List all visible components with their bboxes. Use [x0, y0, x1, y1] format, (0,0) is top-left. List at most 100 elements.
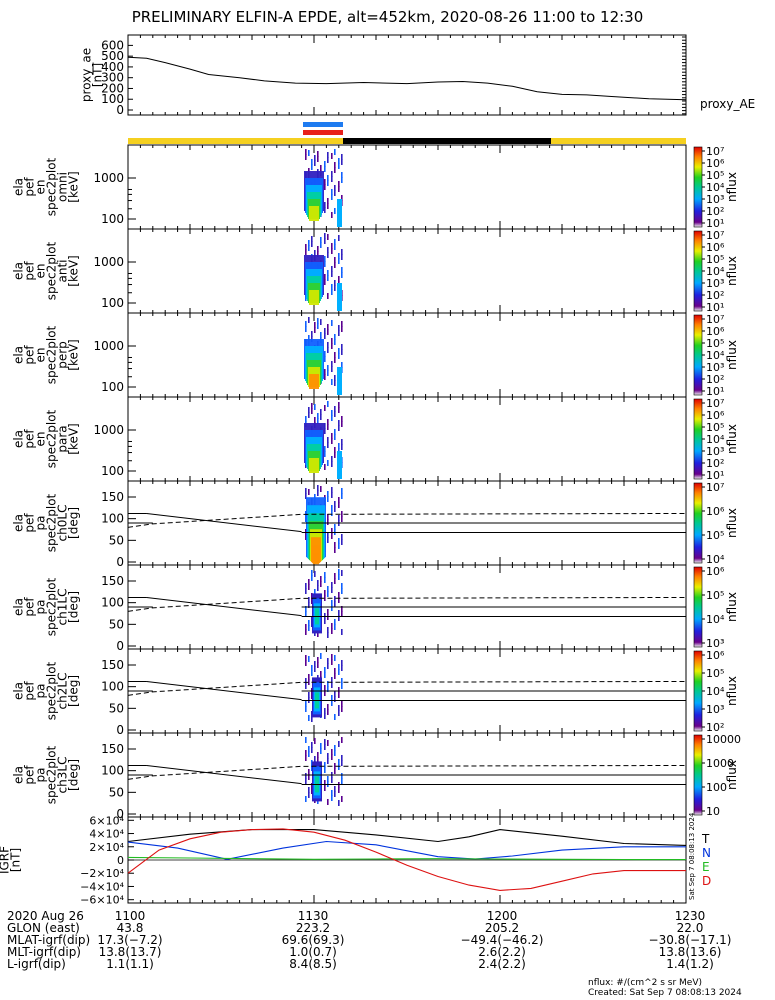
spectrogram-pixel — [327, 709, 329, 715]
spectrogram-pixel — [320, 319, 322, 325]
ch3LC_pitch-ytick-label: 100 — [101, 764, 124, 778]
igrf-ylabel-line: IGRF — [0, 846, 12, 874]
spectrogram-pixel — [308, 335, 310, 341]
spectrogram-pixel — [334, 239, 336, 245]
spectrogram-pixel — [338, 574, 340, 580]
spectrogram-pixel — [324, 446, 326, 452]
spectrogram-pixel — [324, 590, 326, 596]
spectrogram-pixel — [311, 331, 313, 337]
spectrogram-pixel — [331, 795, 333, 801]
spectrogram-pixel — [320, 332, 322, 338]
ch2LC_pitch-ytick-label: 100 — [101, 680, 124, 694]
spectrogram-pixel — [305, 778, 307, 784]
spectrogram-pixel — [317, 418, 319, 424]
spectrogram-pixel — [331, 194, 333, 200]
spectrogram-pixel — [324, 713, 326, 719]
spectrogram-pixel — [327, 537, 329, 543]
spectrogram-pixel — [327, 758, 329, 764]
spectrogram-pixel — [327, 401, 329, 407]
spectrogram-pixel — [341, 706, 343, 712]
spectrogram-pixel — [327, 324, 329, 330]
spectrogram-pixels-7 — [305, 737, 343, 806]
footer-value-col_1130: 1130 — [297, 909, 329, 923]
spectrogram-pixel — [324, 613, 326, 619]
spectrogram-pixel — [311, 670, 313, 676]
spectrogram-pixel — [331, 677, 333, 683]
spectrogram-pixel — [338, 787, 340, 793]
anti_spectrogram-ylabel-line: pef — [23, 261, 37, 281]
spectrogram-pixel — [341, 606, 343, 612]
spectrogram-pixel — [308, 715, 310, 721]
spectrogram-pixel — [324, 202, 326, 208]
spectrogram-pixel — [308, 674, 310, 680]
created-stamp: Created: Sat Sep 7 08:08:13 2024 — [588, 988, 742, 998]
spectrogram-pixel — [308, 625, 310, 631]
anti_spectrogram-colorbar-tick-label: 10¹ — [706, 301, 724, 314]
spectrogram-pixel — [324, 184, 326, 190]
footer-label: L-igrf(dip) — [7, 957, 66, 971]
spectrogram-pixel — [327, 424, 329, 430]
spectrogram-pixel — [338, 569, 340, 575]
spectrogram-pixel — [334, 668, 336, 674]
spectrogram-pixel — [327, 704, 329, 710]
spectrogram-pixel — [341, 678, 343, 684]
spectrogram-pixel — [314, 666, 316, 672]
ch3LC_pitch-loss-cone-line — [146, 764, 302, 785]
spectrogram-pixel — [331, 533, 333, 539]
spectrogram-pixel — [341, 539, 343, 545]
spectrogram-pixel — [311, 598, 313, 604]
proxy-ae-ytick-label: 500 — [101, 49, 124, 63]
ch3LC_pitch-ytick-label: 0 — [116, 807, 124, 821]
spectrogram-pixel — [334, 524, 336, 530]
spectrogram-pixel — [311, 159, 313, 165]
spectrogram-pixel — [324, 667, 326, 673]
spectrogram-pixel — [308, 751, 310, 757]
spectrogram-pixel — [305, 534, 307, 540]
spectrogram-pixel — [327, 329, 329, 335]
spectrogram-pixel — [338, 497, 340, 503]
footer-value-col_1230: 1230 — [674, 909, 706, 923]
spectrogram-pixel — [334, 429, 336, 435]
spectrogram-pixel — [314, 155, 316, 161]
spectrogram-pixel — [317, 323, 319, 329]
spectrogram-pixel — [338, 502, 340, 508]
ch2LC_pitch-ylabel: elapefpaspec2plotch2LC[deg] — [12, 661, 81, 720]
spectrogram-pixel — [327, 293, 329, 299]
para_spectrogram-colorbar-tick-label: 10⁶ — [706, 409, 725, 422]
ch2LC_pitch-ylabel-line: pef — [23, 681, 37, 701]
spectrogram-pixel — [338, 163, 340, 169]
spectrogram-pixel — [305, 629, 307, 635]
igrf-ytick-label: 2×10⁴ — [89, 841, 124, 854]
spectrogram-pixel — [338, 664, 340, 670]
footer-value-col_1130: 69.6(69.3) — [281, 933, 345, 947]
spectrogram-pixel — [341, 272, 343, 278]
spectrogram-pixel — [331, 189, 333, 195]
spectrogram-pixel — [338, 158, 340, 164]
spectrogram-pixel — [308, 679, 310, 685]
spectrogram-pixels-1 — [304, 233, 343, 311]
spectrogram-pixel — [305, 611, 307, 617]
spectrogram-pixel — [305, 516, 307, 522]
spectrogram-pixel — [327, 781, 329, 787]
spectrogram-pixel — [334, 745, 336, 751]
proxy-ae-ytick-label: 300 — [101, 71, 124, 85]
spectrogram-pixel — [338, 425, 340, 431]
spectrogram-pixel — [305, 583, 307, 589]
spectrogram-pixel — [327, 491, 329, 497]
spectrogram-pixel — [331, 266, 333, 272]
created-vertical: Sat Sep 7 08:08:13 2024 — [688, 812, 696, 900]
spectrogram-pixel — [317, 318, 319, 324]
spectrogram-pixel — [338, 330, 340, 336]
spectrogram-pixel — [324, 207, 326, 213]
ch1LC_pitch-colorbar-tick-label: 10³ — [706, 637, 724, 650]
footer-value-col_1130: 223.2 — [295, 921, 331, 935]
spectrogram-pixel — [320, 581, 322, 587]
spectrogram-pixel — [309, 458, 319, 473]
spectrogram-pixel — [341, 493, 343, 499]
spectrogram-pixel — [314, 404, 316, 410]
ch3LC_pitch-colorbar-label: nflux — [725, 760, 739, 790]
spectrogram-pixel — [324, 166, 326, 172]
ch1LC_pitch-ylabel-line: pef — [23, 597, 37, 617]
footer-label: GLON (east) — [7, 921, 80, 935]
footer-value-col_1230: 22.0 — [676, 921, 704, 935]
